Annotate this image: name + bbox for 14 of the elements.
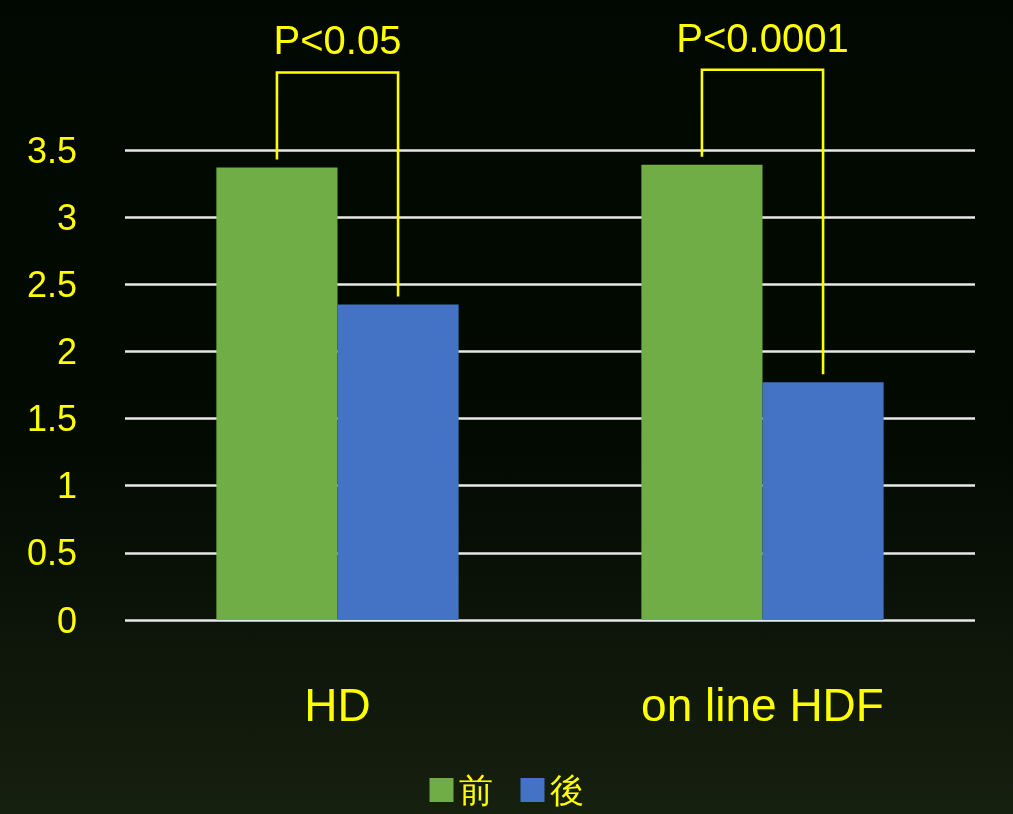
y-tick-label: 0 <box>56 599 77 641</box>
y-tick-label: 2 <box>56 330 77 372</box>
x-tick-label: HD <box>304 679 371 731</box>
legend-label: 後 <box>549 771 584 809</box>
y-tick-label: 0.5 <box>26 532 77 574</box>
legend-label: 前 <box>458 771 493 809</box>
y-tick-label: 2.5 <box>26 263 77 305</box>
y-tick-label: 1 <box>56 465 77 507</box>
y-tick-label: 3 <box>56 196 77 238</box>
y-tick-label: 1.5 <box>26 398 77 440</box>
x-tick-label: on line HDF <box>641 679 884 731</box>
text: P<0.05 <box>273 18 402 63</box>
y-tick-label: 3.5 <box>26 129 77 171</box>
text: P<0.0001 <box>676 15 849 60</box>
